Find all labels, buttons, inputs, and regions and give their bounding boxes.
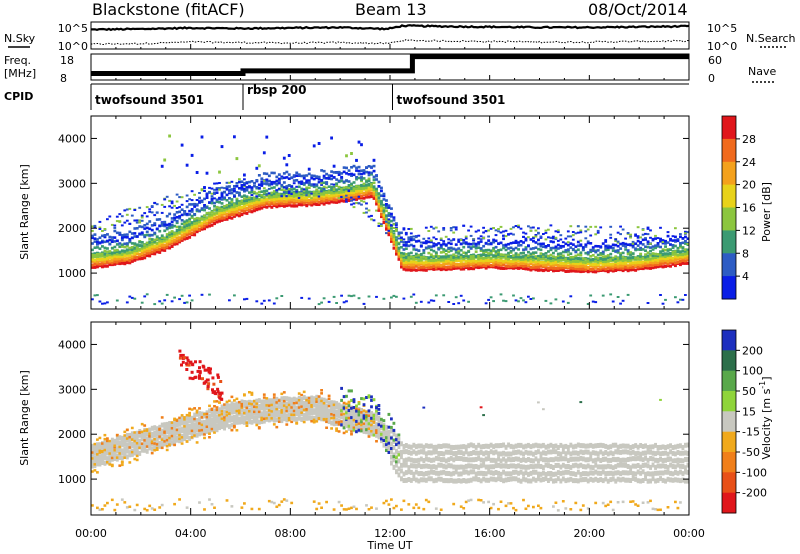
velocity-colorbar: 200 100 50 15 -15 -50 -100 -200	[721, 329, 767, 514]
velocity-colorbar-tick: 100	[742, 365, 763, 378]
power-colorbar-swatch	[722, 253, 736, 277]
velocity-label-main: Velocity [m s	[760, 388, 773, 459]
xtick-label: 12:00	[374, 527, 406, 540]
velocity-colorbar-tick: -50	[742, 446, 760, 459]
power-colorbar-tick: 8	[742, 247, 749, 260]
velocity-heatmap	[91, 322, 689, 515]
station-title: Blackstone (fitACF)	[92, 0, 245, 19]
velocity-colorbar-swatch	[722, 330, 736, 351]
power-colorbar-tick: 12	[742, 224, 756, 237]
power-colorbar-tick: 24	[742, 156, 756, 169]
nsearch-label: N.Search	[746, 32, 796, 45]
power-colorbar-tick: 4	[742, 270, 749, 283]
nsearch-tick-high: 10^5	[707, 22, 737, 35]
power-colorbar-swatch	[722, 161, 736, 186]
velocity-colorbar-swatch	[722, 391, 736, 412]
freq-label: Freq.	[4, 54, 31, 67]
ytick-label: 2000	[58, 428, 86, 441]
freq-unit: [MHz]	[4, 67, 36, 80]
power-colorbar-swatch	[722, 230, 736, 254]
xtick-label: 20:00	[573, 527, 605, 540]
xtick-label: 08:00	[274, 527, 306, 540]
velocity-colorbar-label: Velocity [m s-1]	[758, 376, 773, 459]
velocity-label-sup: -1	[758, 381, 767, 389]
nsky-tick-high: 10^5	[58, 22, 88, 35]
power-colorbar-tick: 28	[742, 133, 756, 146]
power-colorbar-label: Power [dB]	[760, 182, 773, 242]
xlabel: Time UT	[366, 539, 412, 552]
velocity-colorbar-swatch	[722, 452, 736, 473]
velocity-colorbar-swatch	[722, 350, 736, 372]
xtick-label: 04:00	[175, 527, 207, 540]
cpid-label: CPID	[4, 90, 33, 103]
nsky-label: N.Sky	[4, 32, 36, 45]
freq-tick-high: 18	[60, 54, 74, 67]
velocity-colorbar-swatch	[722, 472, 736, 494]
power-colorbar-swatch	[722, 276, 736, 300]
velocity-colorbar-swatch	[722, 411, 736, 433]
power-colorbar: 4 8 12 16 20 24 28	[721, 115, 756, 300]
freq-series-line	[91, 54, 689, 76]
velocity-colorbar-swatch	[722, 370, 736, 392]
nsky-series-line	[91, 24, 690, 32]
power-colorbar-swatch	[722, 207, 736, 231]
velocity-colorbar-tick: -200	[742, 487, 767, 500]
power-heatmap	[91, 116, 689, 309]
velocity-colorbar-tick: 200	[742, 344, 763, 357]
velocity-colorbar-swatch	[722, 492, 736, 514]
cpid-segments: twofsound 3501 rbsp 200 twofsound 3501	[90, 83, 505, 110]
ytick-label: 1000	[58, 473, 86, 486]
nave-tick-high: 60	[708, 54, 722, 67]
date-title: 08/Oct/2014	[588, 0, 688, 19]
power-colorbar-tick: 16	[742, 202, 756, 215]
power-ylabel: Slant Range [km]	[18, 164, 31, 260]
velocity-ylabel: Slant Range [km]	[18, 370, 31, 466]
nsearch-series-line	[90, 39, 690, 46]
velocity-colorbar-tick: 15	[742, 405, 756, 418]
cpid-segment-label: twofsound 3501	[396, 93, 505, 107]
nave-label: Nave	[748, 65, 776, 78]
velocity-colorbar-swatch	[722, 431, 736, 453]
freq-tick-low: 8	[60, 72, 67, 85]
xtick-label: 00:00	[75, 527, 107, 540]
ytick-label: 4000	[58, 132, 86, 145]
velocity-label-end: ]	[760, 376, 773, 380]
ytick-label: 1000	[58, 267, 86, 280]
nsky-tick-low: 10^0	[58, 40, 88, 53]
cpid-segment-label: rbsp 200	[247, 83, 306, 97]
power-colorbar-swatch	[722, 138, 736, 163]
ytick-label: 4000	[58, 338, 86, 351]
cpid-segment-label: twofsound 3501	[95, 93, 204, 107]
velocity-colorbar-tick: -100	[742, 466, 767, 479]
power-colorbar-tick: 20	[742, 179, 756, 192]
axes: 1000 2000 3000 4000 1000 2000 3000 4000 00:00 04:…	[58, 44, 705, 540]
xtick-label: 00:00	[673, 527, 705, 540]
xtick-label: 16:00	[474, 527, 506, 540]
beam-title: Beam 13	[355, 0, 427, 19]
power-colorbar-swatch	[722, 184, 736, 208]
ytick-label: 3000	[58, 383, 86, 396]
ytick-label: 3000	[58, 177, 86, 190]
velocity-colorbar-tick: -15	[742, 426, 760, 439]
nave-tick-low: 0	[708, 72, 715, 85]
nsearch-tick-low: 10^0	[707, 40, 737, 53]
ytick-label: 2000	[58, 222, 86, 235]
velocity-colorbar-tick: 50	[742, 385, 756, 398]
power-colorbar-swatch	[722, 116, 736, 140]
